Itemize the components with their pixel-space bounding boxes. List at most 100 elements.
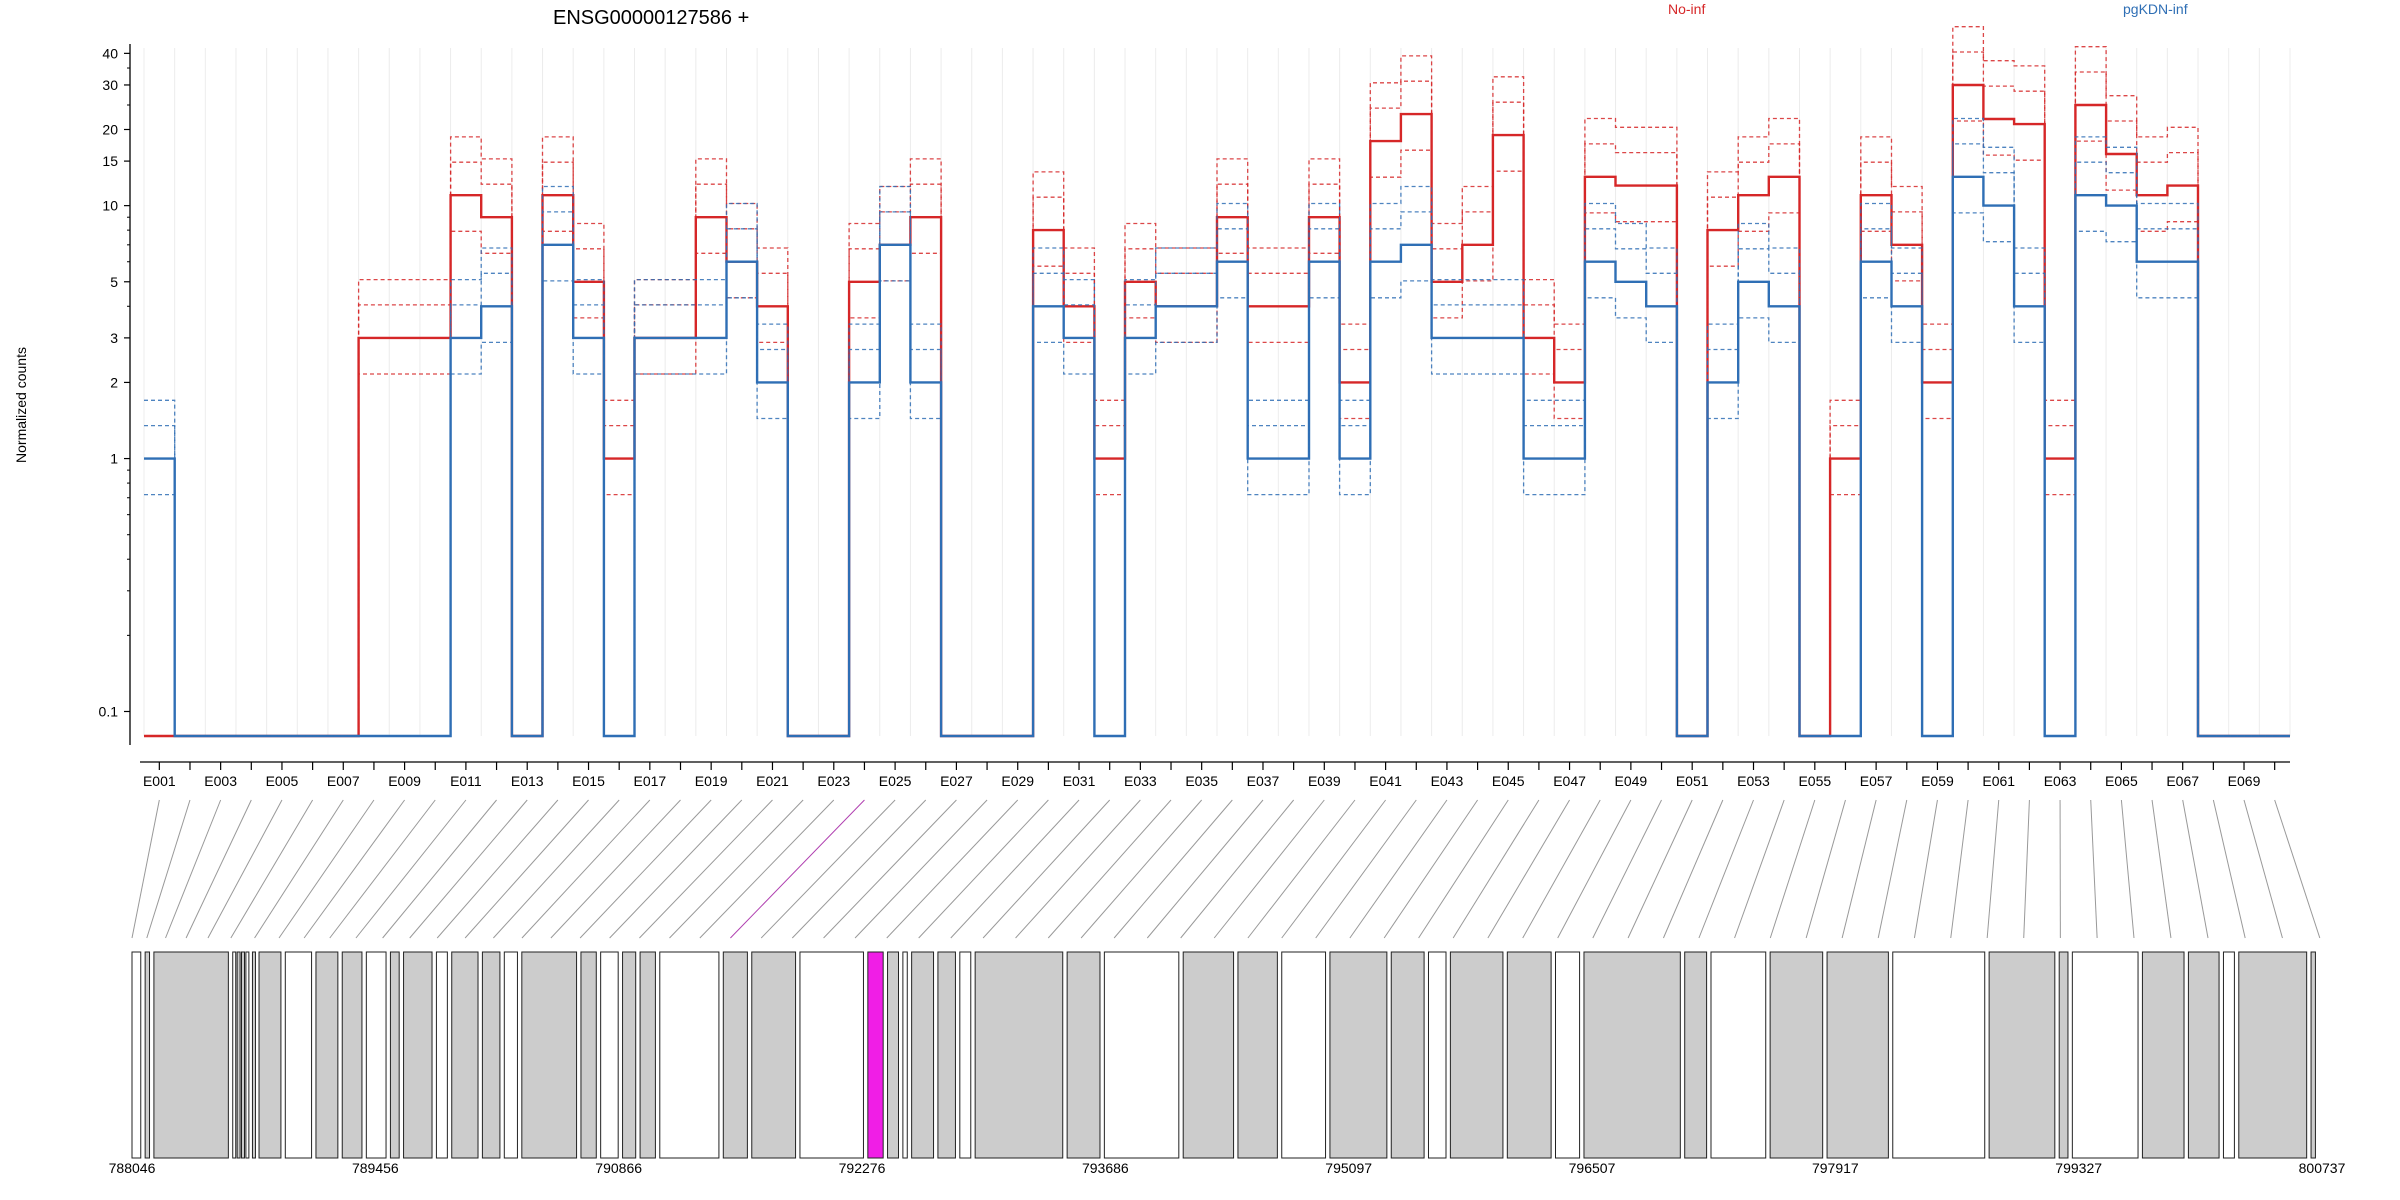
x-tick-label: E065 bbox=[2105, 773, 2138, 789]
exon-box bbox=[639, 951, 656, 1159]
exon-connector bbox=[1080, 799, 1203, 939]
exon-connector bbox=[2120, 799, 2135, 939]
exon-connector bbox=[1281, 799, 1387, 939]
x-tick-label: E029 bbox=[1001, 773, 1034, 789]
exon-connector bbox=[303, 799, 405, 939]
x-tick-label: E021 bbox=[756, 773, 789, 789]
exon-box bbox=[1182, 951, 1235, 1159]
exon-box bbox=[1066, 951, 1101, 1159]
exon-box bbox=[236, 951, 241, 1159]
genomic-tick-label: 796507 bbox=[1569, 1160, 1616, 1176]
exon-box bbox=[521, 951, 578, 1159]
exon-box bbox=[131, 951, 142, 1159]
exon-connector bbox=[278, 799, 375, 939]
exon-box bbox=[503, 951, 518, 1159]
exon-box bbox=[341, 951, 363, 1159]
exon-box bbox=[580, 951, 597, 1159]
x-tick-label: E069 bbox=[2228, 773, 2261, 789]
x-tick-label: E003 bbox=[204, 773, 237, 789]
exon-box bbox=[937, 951, 956, 1159]
exon-box bbox=[389, 951, 400, 1159]
exon-connector bbox=[854, 799, 988, 939]
exon-connector bbox=[254, 799, 344, 939]
x-tick-label: E013 bbox=[511, 773, 544, 789]
exon-connector bbox=[1986, 799, 2000, 939]
y-tick-label: 20 bbox=[102, 121, 118, 137]
genomic-tick-label: 793686 bbox=[1082, 1160, 1129, 1176]
exon-connector bbox=[230, 799, 314, 939]
exon-box bbox=[315, 951, 339, 1159]
y-tick-label: 30 bbox=[102, 77, 118, 93]
exon-box bbox=[1988, 951, 2056, 1159]
x-tick-label: E055 bbox=[1798, 773, 1831, 789]
exon-box bbox=[1826, 951, 1889, 1159]
x-axis-ticks: E001 E003 E005 E007 E009 E011 E013 E015 E017 E019… bbox=[143, 762, 2276, 789]
exon-connector bbox=[2212, 799, 2246, 939]
x-tick-label: E053 bbox=[1737, 773, 1770, 789]
x-tick-label: E063 bbox=[2044, 773, 2077, 789]
x-tick-label: E067 bbox=[2166, 773, 2199, 789]
x-tick-label: E027 bbox=[940, 773, 973, 789]
exon-connector bbox=[730, 799, 865, 939]
x-tick-label: E051 bbox=[1676, 773, 1709, 789]
exon-box bbox=[974, 951, 1064, 1159]
exon-box bbox=[251, 951, 256, 1159]
genomic-tick-label: 788046 bbox=[109, 1160, 156, 1176]
exon-box bbox=[799, 951, 864, 1159]
exon-connector bbox=[409, 799, 528, 939]
exon-box bbox=[245, 951, 250, 1159]
gene-model bbox=[131, 951, 2316, 1159]
x-tick-label: E043 bbox=[1431, 773, 1464, 789]
exon-connector bbox=[185, 799, 252, 939]
x-tick-label: E007 bbox=[327, 773, 360, 789]
y-tick-label: 1 bbox=[110, 451, 118, 467]
exon-box bbox=[1892, 951, 1986, 1159]
exon-box bbox=[144, 951, 151, 1159]
exon-connector bbox=[1315, 799, 1417, 939]
x-tick-label: E039 bbox=[1308, 773, 1341, 789]
exon-box bbox=[2222, 951, 2235, 1159]
x-tick-label: E061 bbox=[1982, 773, 2015, 789]
x-tick-label: E015 bbox=[572, 773, 605, 789]
exon-connector bbox=[1146, 799, 1264, 939]
y-axis-ticks: 0.1 1 2 3 5 10 15 20 30 40 bbox=[99, 45, 130, 719]
exon-box bbox=[232, 951, 237, 1159]
exon-box bbox=[2141, 951, 2185, 1159]
genomic-tick-label: 790866 bbox=[595, 1160, 642, 1176]
exon-connector bbox=[1627, 799, 1693, 939]
exon-box bbox=[1506, 951, 1552, 1159]
exon-connector bbox=[1557, 799, 1632, 939]
exon-box bbox=[1769, 951, 1824, 1159]
x-tick-label: E009 bbox=[388, 773, 421, 789]
exon-connector bbox=[982, 799, 1111, 939]
exon-connector bbox=[1877, 799, 1908, 939]
x-tick-label: E033 bbox=[1124, 773, 1157, 789]
exon-connector bbox=[918, 799, 1049, 939]
exon-box bbox=[1237, 951, 1278, 1159]
exon-connector bbox=[1522, 799, 1601, 939]
exon-box bbox=[403, 951, 433, 1159]
exon-box bbox=[887, 951, 899, 1159]
grid-lines bbox=[143, 48, 2291, 736]
exon-connector bbox=[1383, 799, 1478, 939]
exon-box bbox=[902, 951, 908, 1159]
x-tick-label: E059 bbox=[1921, 773, 1954, 789]
exon-connector bbox=[2023, 799, 2030, 939]
exon-box bbox=[2310, 951, 2316, 1159]
legend-no-inf: No-inf bbox=[1668, 1, 1705, 17]
exon-connector bbox=[823, 799, 957, 939]
exon-box bbox=[722, 951, 748, 1159]
exon-connector bbox=[146, 799, 191, 939]
x-tick-label: E049 bbox=[1615, 773, 1648, 789]
exon-connector bbox=[1913, 799, 1938, 939]
exon-connector bbox=[2090, 799, 2098, 939]
exon-connector bbox=[355, 799, 467, 939]
exon-box bbox=[911, 951, 935, 1159]
exon-box bbox=[258, 951, 282, 1159]
exon-box bbox=[481, 951, 501, 1159]
x-tick-label: E019 bbox=[695, 773, 728, 789]
exon-box bbox=[365, 951, 387, 1159]
exon-box bbox=[1449, 951, 1504, 1159]
exon-connector bbox=[1113, 799, 1233, 939]
exon-box bbox=[600, 951, 619, 1159]
